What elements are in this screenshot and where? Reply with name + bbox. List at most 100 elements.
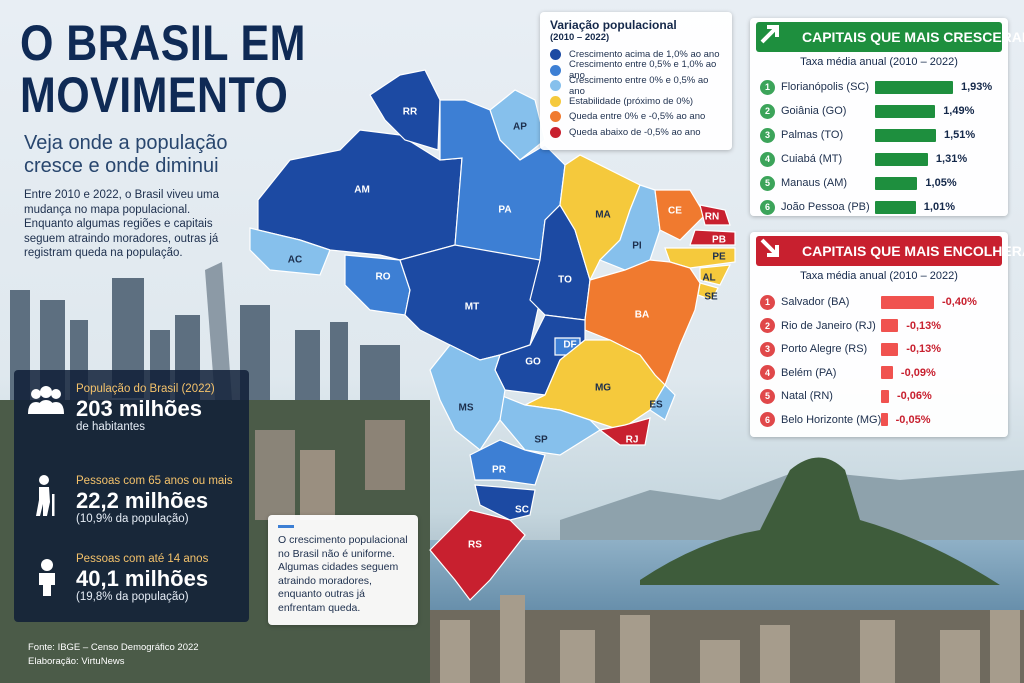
stat-label: População do Brasil (2022) xyxy=(76,383,215,395)
elder-icon xyxy=(36,475,55,516)
state xyxy=(499,394,601,456)
rank-row: 4 Belém (PA) -0,09% xyxy=(760,363,1000,383)
legend-label: Estabilidade (próximo de 0%) xyxy=(569,95,694,107)
footer-source: Fonte: IBGE – Censo Demográfico 2022 xyxy=(28,642,199,653)
state xyxy=(469,439,546,486)
arrow-down-icon xyxy=(760,238,779,257)
state xyxy=(429,509,526,601)
decline-banner: CAPITAIS QUE MAIS ENCOLHERAM xyxy=(756,236,1024,266)
legend-swatch xyxy=(550,126,561,138)
rank-row: 6 João Pessoa (PB) 1,01% xyxy=(760,197,1000,217)
state-label: MT xyxy=(465,302,479,313)
rank-row: 5 Natal (RN) -0,06% xyxy=(760,386,1000,406)
bar xyxy=(874,128,936,142)
stat-note: (10,9% da população) xyxy=(76,513,189,525)
footer-credit: Elaboração: VirtuNews xyxy=(28,656,125,667)
state-label: SP xyxy=(534,435,548,446)
rank-row: 3 Porto Alegre (RS) -0,13% xyxy=(760,339,1000,359)
value-label: 1,93% xyxy=(960,81,993,93)
bar-track: 1,05% xyxy=(874,176,1000,190)
state xyxy=(649,384,676,421)
value-label: -0,13% xyxy=(906,319,942,332)
legend-swatch xyxy=(550,80,561,92)
rank-badge: 3 xyxy=(760,127,775,143)
state-label: BA xyxy=(635,310,649,321)
legend-label: Crescimento acima de 1,0% ao ano xyxy=(569,49,720,61)
people-icon xyxy=(28,386,64,414)
stat: População do Brasil (2022) 203 milhões de … xyxy=(76,382,244,433)
subtitle: Veja onde a população cresce e onde dimi… xyxy=(24,132,228,177)
legend-swatch xyxy=(550,64,561,76)
bar xyxy=(881,413,888,426)
state-label: RJ xyxy=(626,435,639,446)
rank-badge: 6 xyxy=(760,412,775,427)
state xyxy=(654,189,706,241)
city-name: Salvador (BA) xyxy=(781,296,850,308)
growth-title: CAPITAIS QUE MAIS CRESCERAM xyxy=(802,29,1024,45)
state-label: SC xyxy=(515,505,529,516)
rank-badge: 2 xyxy=(760,318,775,333)
city-name: João Pessoa (PB) xyxy=(781,201,870,213)
decline-panel: CAPITAIS QUE MAIS ENCOLHERAM Taxa média … xyxy=(750,232,1024,437)
value-label: -0,09% xyxy=(900,366,936,379)
legend-item: Crescimento entre 0,5% e 1,0% ao ano xyxy=(550,59,722,81)
bar-track: 1,51% xyxy=(874,128,1000,142)
state-label: AC xyxy=(288,255,302,266)
rio-landscape xyxy=(430,457,1024,683)
city-name: Cuiabá (MT) xyxy=(781,153,843,165)
intro-text: Entre 2010 e 2022, o Brasil viveu uma mu… xyxy=(24,189,219,259)
legend-item: Crescimento acima de 1,0% ao ano xyxy=(550,47,722,63)
state-label: RR xyxy=(403,107,418,118)
city-name: Belém (PA) xyxy=(781,366,837,379)
rank-badge: 1 xyxy=(760,79,775,95)
rank-badge: 6 xyxy=(760,199,775,215)
city-name: Natal (RN) xyxy=(781,390,833,402)
state-label: TO xyxy=(558,275,572,286)
stat: Pessoas com 65 anos ou mais 22,2 milhões(… xyxy=(76,474,244,525)
state-label: PI xyxy=(632,241,642,252)
legend-item: Crescimento entre 0% e 0,5% ao ano xyxy=(550,75,722,97)
bar-track: -0,06% xyxy=(881,389,989,403)
stat-value: 22,2 milhões xyxy=(76,488,209,513)
state-label: ES xyxy=(649,400,663,411)
state xyxy=(249,227,331,276)
legend-period: (2010 – 2022) xyxy=(550,32,610,43)
state-label: PE xyxy=(712,252,726,263)
bar xyxy=(881,319,899,332)
rank-row: 2 Goiânia (GO) 1,49% xyxy=(760,101,1000,121)
legend-item: Queda abaixo de -0,5% ao ano xyxy=(550,125,722,141)
rank-row: 2 Rio de Janeiro (RJ) -0,13% xyxy=(760,316,1000,336)
growth-subtitle: Taxa média anual (2010 – 2022) xyxy=(800,56,958,68)
decline-subtitle: Taxa média anual (2010 – 2022) xyxy=(800,270,958,282)
rank-badge: 5 xyxy=(760,388,775,404)
state xyxy=(699,264,732,286)
rank-badge: 4 xyxy=(760,151,775,167)
state-label: AP xyxy=(513,122,527,133)
stat-value: 203 milhões xyxy=(76,396,202,421)
city-name: Porto Alegre (RS) xyxy=(781,343,868,355)
state-label: DF xyxy=(563,340,576,351)
bar xyxy=(874,104,936,118)
bar-track: -0,40% xyxy=(881,295,989,309)
legend-label: Crescimento entre 0,5% e 1,0% ao ano xyxy=(569,59,717,82)
note-accent xyxy=(278,525,294,528)
legend-label: Queda abaixo de -0,5% ao ano xyxy=(569,126,701,138)
state-label: MS xyxy=(459,403,474,414)
state-label: AL xyxy=(702,273,715,284)
bar xyxy=(881,389,889,403)
legend-swatch xyxy=(550,95,561,107)
state-label: AM xyxy=(354,185,370,196)
value-label: 1,05% xyxy=(925,177,957,189)
bar-track: 1,49% xyxy=(874,104,1000,118)
note-box: O crescimento populacional no Brasil não… xyxy=(268,515,418,625)
state-label: GO xyxy=(525,357,541,368)
title: MOVIMENTO xyxy=(20,67,289,123)
rank-row: 6 Belo Horizonte (MG) -0,05% xyxy=(760,410,1000,430)
city-name: Goiânia (GO) xyxy=(781,105,847,117)
state xyxy=(369,69,441,151)
rank-badge: 2 xyxy=(760,103,775,119)
state xyxy=(429,344,506,451)
state xyxy=(598,417,651,446)
city-name: Rio de Janeiro (RJ) xyxy=(781,319,876,332)
value-label: 1,49% xyxy=(943,105,975,117)
